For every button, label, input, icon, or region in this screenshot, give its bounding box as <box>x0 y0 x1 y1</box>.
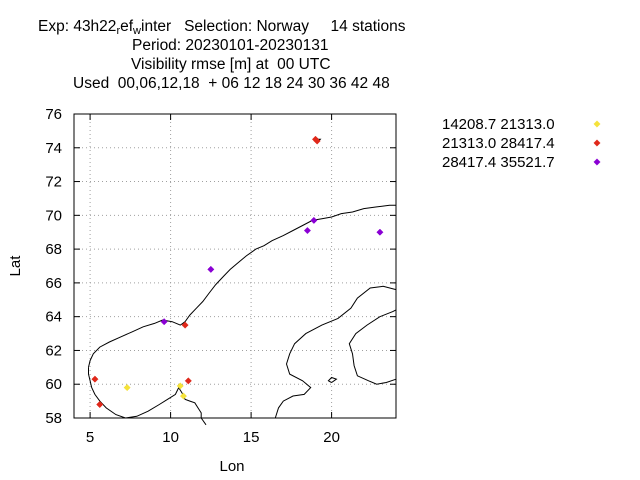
y-tick-label: 64 <box>45 309 62 326</box>
chart-title-line-4: Used 00,06,12,18 + 06 12 18 24 30 36 42 … <box>73 75 390 92</box>
plot-frame <box>73 113 397 419</box>
y-tick-label: 74 <box>45 140 62 157</box>
legend-marker <box>593 158 601 166</box>
y-tick-label: 66 <box>45 275 62 292</box>
data-point <box>96 400 104 409</box>
legend-marker <box>593 139 601 147</box>
coastline-segment <box>88 204 396 368</box>
coastline-segment <box>200 417 207 426</box>
legend-entry-label: 14208.7 21313.0 <box>442 116 555 133</box>
y-tick-label: 72 <box>45 174 62 191</box>
data-point <box>179 392 188 400</box>
data-point <box>310 216 318 224</box>
y-tick-label: 60 <box>45 376 62 393</box>
chart-title-line-1: Exp: 43h22refwinter Selection: Norway 14… <box>38 18 405 40</box>
coastline-segment <box>327 376 338 383</box>
x-tick-label: 10 <box>162 429 179 446</box>
y-tick-label: 62 <box>45 342 62 359</box>
title-line-1-suffix: inter Selection: Norway 14 stations <box>141 18 406 35</box>
legend-entry-label: 28417.4 35521.7 <box>442 154 555 171</box>
title-line-1-sub-1: r <box>116 25 121 37</box>
data-point <box>376 228 384 236</box>
coastline-segment <box>274 285 397 419</box>
data-point <box>91 375 99 383</box>
y-tick-label: 58 <box>45 410 62 427</box>
chart-title-line-3: Visibility rmse [m] at 00 UTC <box>131 56 331 73</box>
coastline-segment <box>348 309 397 385</box>
x-tick-label: 20 <box>323 429 340 446</box>
data-points <box>91 135 384 409</box>
grid-lines <box>74 114 396 418</box>
data-point <box>160 318 168 326</box>
title-line-1-sub-2: w <box>133 25 141 37</box>
data-point <box>207 265 215 273</box>
data-point <box>176 382 184 390</box>
title-line-1-prefix: Exp: 43h22 <box>38 18 117 35</box>
x-axis-label: Lon <box>219 458 244 475</box>
legend-entry-label: 21313.0 28417.4 <box>442 135 555 152</box>
data-point <box>303 226 312 235</box>
data-point <box>184 377 192 385</box>
data-point <box>123 384 131 392</box>
coastline-segment <box>88 367 202 419</box>
title-line-1-mid: ef <box>120 18 134 35</box>
y-tick-label: 76 <box>45 106 62 123</box>
data-point <box>181 321 189 329</box>
data-point <box>313 137 321 145</box>
y-tick-label: 70 <box>45 207 62 224</box>
x-tick-label: 5 <box>86 429 94 446</box>
x-tick-label: 15 <box>243 429 260 446</box>
y-tick-label: 68 <box>45 241 62 258</box>
axes: 5 10 15 20 58 60 62 64 66 68 70 72 74 76 <box>45 106 397 446</box>
coastline <box>88 138 397 426</box>
chart-title-line-2: Period: 20230101-20230131 <box>132 37 329 54</box>
legend-marker <box>593 120 601 128</box>
legend: 14208.7 21313.0 21313.0 28417.4 28417.4 35… <box>442 116 601 171</box>
y-axis-label: Lat <box>7 255 24 277</box>
